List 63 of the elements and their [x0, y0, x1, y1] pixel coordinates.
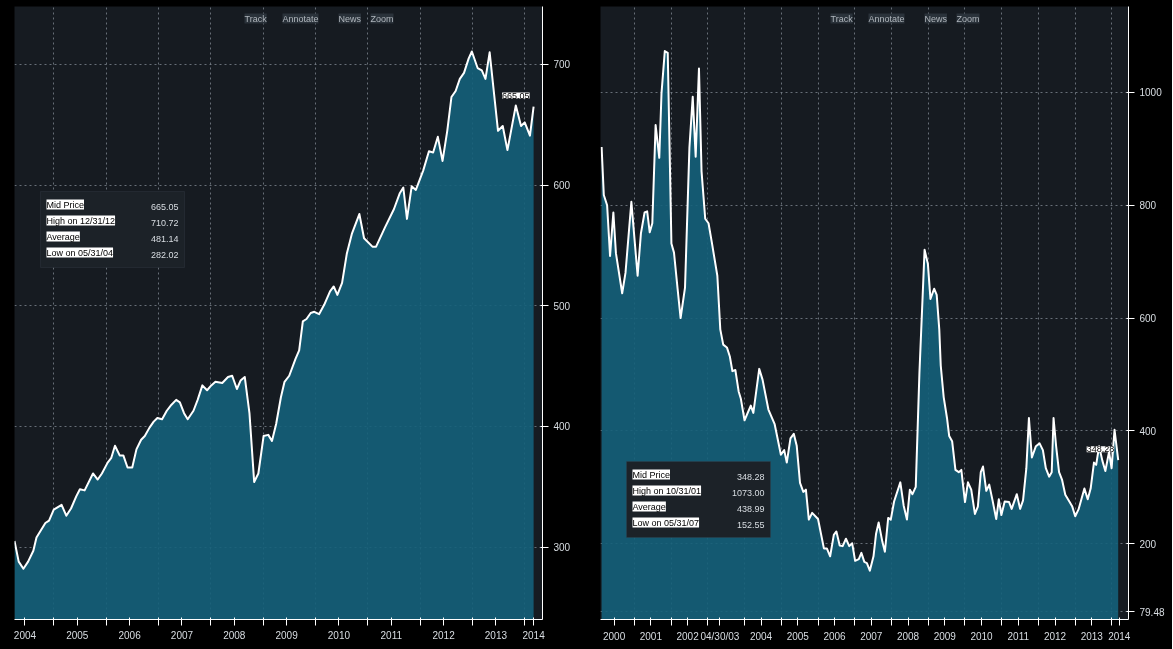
annotation: Average — [632, 501, 666, 512]
x-tick-label: 2009 — [275, 629, 299, 641]
x-tick-label: 2005 — [786, 630, 810, 642]
annotation: Track — [244, 13, 268, 24]
x-tick-label: 2000 — [602, 630, 626, 642]
x-tick-label: 2009 — [933, 630, 957, 642]
y-tick-label: 600 — [553, 180, 571, 192]
x-tick-label: 2013 — [484, 629, 508, 641]
annotation: Zoom — [370, 13, 394, 24]
x-tick-label: 2006 — [118, 629, 142, 641]
y-tick-label: 400 — [553, 421, 571, 433]
y-tick-label: 79.48 — [1139, 606, 1165, 618]
annotation: 438.99 — [736, 503, 765, 514]
x-tick-label: 2008 — [896, 630, 920, 642]
x-tick-label: 04/30/03 — [700, 630, 740, 642]
annotation: Annotate — [282, 13, 319, 24]
annotation: Annotate — [868, 13, 905, 24]
x-tick-label: 2011 — [1007, 630, 1030, 642]
x-tick-label: 2006 — [823, 630, 847, 642]
x-tick-label: 2008 — [223, 629, 246, 641]
x-tick-label: 2007 — [170, 629, 194, 641]
y-tick-label: 1000 — [1139, 87, 1163, 99]
annotation: High on 12/31/12 — [46, 215, 116, 226]
x-tick-label: 2004 — [749, 630, 773, 642]
y-tick-label: 300 — [553, 542, 571, 554]
annotation: 665.05 — [502, 90, 530, 101]
annotation: 152.55 — [736, 519, 765, 530]
y-tick-label: 200 — [1139, 538, 1157, 550]
annotation: 282.02 — [150, 249, 179, 260]
x-tick-label: 2010 — [970, 630, 994, 642]
y-tick-label: 500 — [553, 300, 571, 312]
annotation: Low on 05/31/07 — [632, 517, 700, 528]
annotation: News — [338, 13, 362, 24]
x-tick-label: 2005 — [66, 629, 89, 641]
x-tick-label: 2014 — [522, 629, 546, 641]
y-tick-label: 400 — [1139, 425, 1157, 437]
x-tick-label: 2002 — [676, 630, 700, 642]
x-tick-label: 2004 — [13, 629, 37, 641]
annotation: 481.14 — [150, 233, 179, 244]
annotation: 348.28 — [736, 471, 765, 482]
y-tick-label: 700 — [553, 59, 571, 71]
y-tick-label: 600 — [1139, 313, 1157, 325]
x-tick-label: 2012 — [432, 629, 456, 641]
y-tick-label: 800 — [1139, 200, 1157, 212]
x-tick-label: 2010 — [327, 629, 351, 641]
annotation: Track — [830, 13, 854, 24]
annotation: 1073.00 — [731, 487, 765, 498]
annotation: Average — [46, 231, 80, 242]
x-tick-label: 2012 — [1043, 630, 1067, 642]
x-tick-label: 2014 — [1108, 630, 1131, 642]
annotation: High on 10/31/01 — [632, 485, 702, 496]
annotation: 665.05 — [150, 201, 179, 212]
x-tick-label: 2011 — [380, 629, 403, 641]
annotation: Mid Price — [632, 469, 671, 480]
x-tick-label: 2001 — [639, 630, 663, 642]
annotation: Zoom — [956, 13, 980, 24]
annotation: 710.72 — [150, 217, 179, 228]
annotation: 348.28 — [1086, 444, 1115, 455]
annotation: Mid Price — [46, 199, 85, 210]
annotation: News — [924, 13, 948, 24]
x-tick-label: 2007 — [860, 630, 883, 642]
annotation: Low on 05/31/04 — [46, 247, 114, 258]
x-tick-label: 2013 — [1080, 630, 1104, 642]
